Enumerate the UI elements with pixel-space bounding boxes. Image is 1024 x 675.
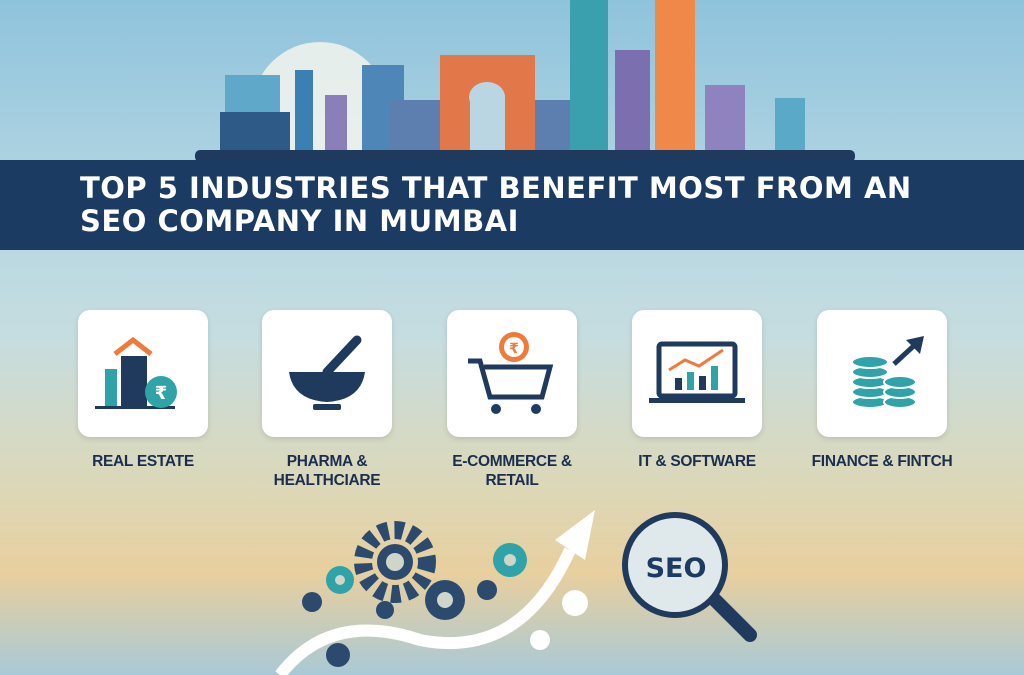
magnifier-icon [622,512,757,642]
growth-arrow [275,547,576,675]
svg-text:₹: ₹ [509,341,519,357]
industry-card-ecommerce: ₹ [447,310,577,437]
industry-label: REAL ESTATE [92,453,194,470]
mumbai-skyline-illustration [195,0,855,165]
building-rupee-icon: ₹ [95,336,177,409]
coins-growth-icon [851,335,924,409]
growth-gears-illustration [275,510,757,675]
industry-label: E-COMMERCE & RETAIL [452,453,572,489]
industry-card-it-software [632,310,762,437]
title-banner [0,160,1024,250]
seo-badge: SEO [645,553,707,584]
industry-label: FINANCE & FINTCH [811,453,953,470]
industry-card-pharma [262,310,392,437]
shopping-cart-rupee-icon: ₹ [468,331,554,414]
gear-icon [302,521,588,667]
industry-card-real-estate: ₹ [78,310,208,437]
industry-label: PHARMA & HEALTHCIARE [273,453,381,489]
laptop-chart-icon [649,341,745,403]
industry-card-finance [817,310,947,437]
page-title: TOP 5 INDUSTRIES THAT BENEFIT MOST FROM … [80,171,912,238]
industry-label: IT & SOFTWARE [638,453,756,470]
svg-text:₹: ₹ [155,383,168,404]
mortar-pestle-icon [289,335,365,410]
